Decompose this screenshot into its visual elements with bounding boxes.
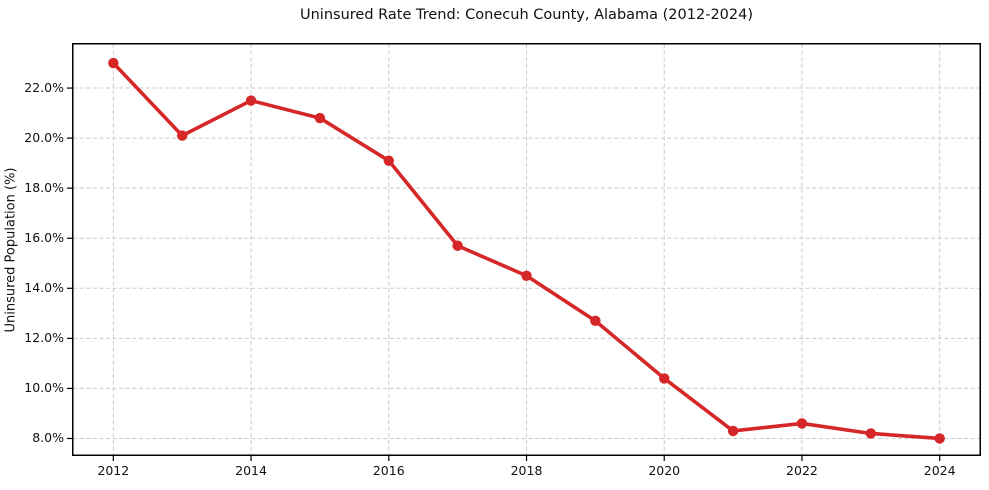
data-point-2021 bbox=[727, 425, 739, 437]
data-point-2015 bbox=[314, 112, 326, 124]
x-tick-label: 2024 bbox=[923, 463, 956, 478]
x-tick-label: 2012 bbox=[97, 463, 130, 478]
y-tick-label: 16.0% bbox=[24, 230, 64, 246]
data-point-2017 bbox=[452, 240, 463, 251]
y-tick-label: 10.0% bbox=[24, 380, 64, 396]
data-point-2018 bbox=[521, 270, 532, 281]
data-point-2024 bbox=[934, 433, 945, 444]
x-tick-label: 2022 bbox=[786, 463, 818, 478]
y-tick-label: 22.0% bbox=[24, 80, 64, 96]
data-point-2023 bbox=[865, 428, 877, 439]
plot-border bbox=[72, 43, 981, 456]
x-tick-label: 2014 bbox=[235, 463, 267, 478]
y-tick-label: 12.0% bbox=[24, 330, 64, 346]
data-point-2013 bbox=[176, 130, 188, 141]
x-tick-label: 2018 bbox=[510, 463, 543, 478]
y-tick-label: 14.0% bbox=[24, 280, 64, 296]
y-tick-label: 8.0% bbox=[32, 430, 64, 446]
data-point-2019 bbox=[590, 315, 601, 327]
chart-title: Uninsured Rate Trend: Conecuh County, Al… bbox=[300, 7, 753, 23]
plot-area bbox=[67, 43, 981, 461]
y-tick-label: 18.0% bbox=[24, 180, 64, 196]
data-point-2012 bbox=[108, 57, 119, 69]
y-tick-label: 20.0% bbox=[24, 130, 64, 146]
x-tick-label: 2016 bbox=[372, 463, 405, 478]
data-point-2020 bbox=[659, 373, 670, 384]
data-point-2022 bbox=[796, 418, 808, 429]
data-point-2016 bbox=[383, 155, 394, 166]
data-point-2014 bbox=[245, 95, 257, 106]
x-tick-label: 2020 bbox=[648, 463, 681, 478]
